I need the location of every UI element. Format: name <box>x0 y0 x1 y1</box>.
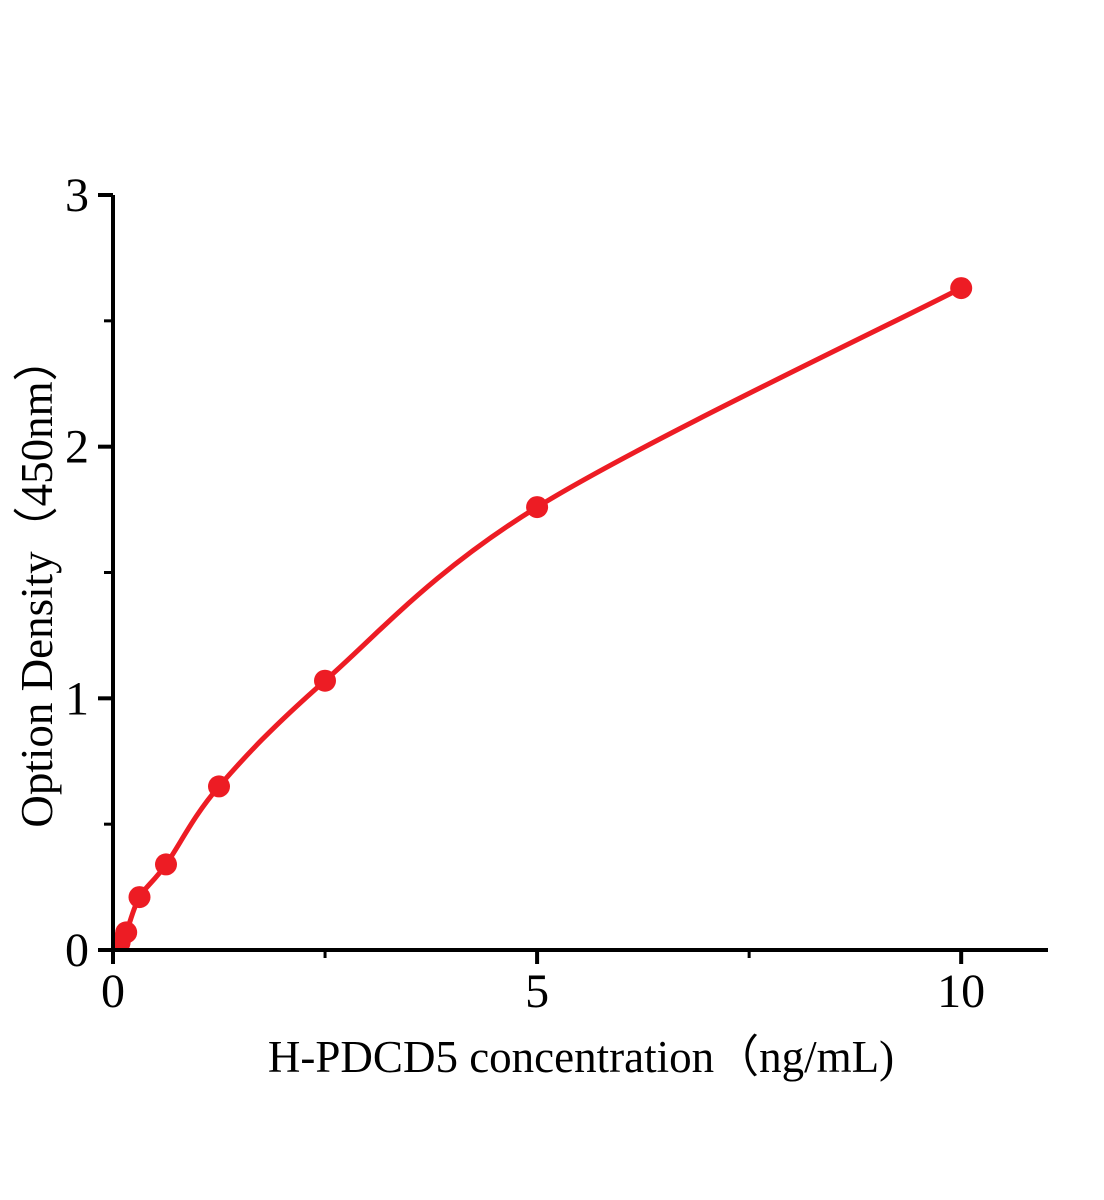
x-axis-title: H-PDCD5 concentration（ng/mL) <box>268 1032 894 1082</box>
data-point-marker <box>155 853 177 876</box>
data-point-marker <box>128 886 151 909</box>
x-tick-label: 10 <box>937 965 985 1018</box>
data-point-marker <box>950 277 973 300</box>
y-tick-label: 1 <box>65 672 89 725</box>
data-point-marker <box>526 496 549 519</box>
y-tick-label: 0 <box>65 924 89 977</box>
y-axis-title: Option Density（450nm） <box>12 336 62 827</box>
standard-curve-line <box>117 285 964 945</box>
data-point-marker <box>208 775 230 798</box>
data-point-marker <box>314 669 336 692</box>
y-tick-label: 2 <box>65 421 89 474</box>
x-tick-label: 5 <box>525 965 549 1018</box>
axes-layer <box>98 193 1048 964</box>
data-series-layer <box>113 277 973 950</box>
data-point-marker <box>115 921 138 944</box>
x-tick-label: 0 <box>101 965 125 1018</box>
y-tick-label: 3 <box>65 169 89 222</box>
tick-label-layer: 0 5 10 0 1 2 3 <box>65 169 985 1018</box>
